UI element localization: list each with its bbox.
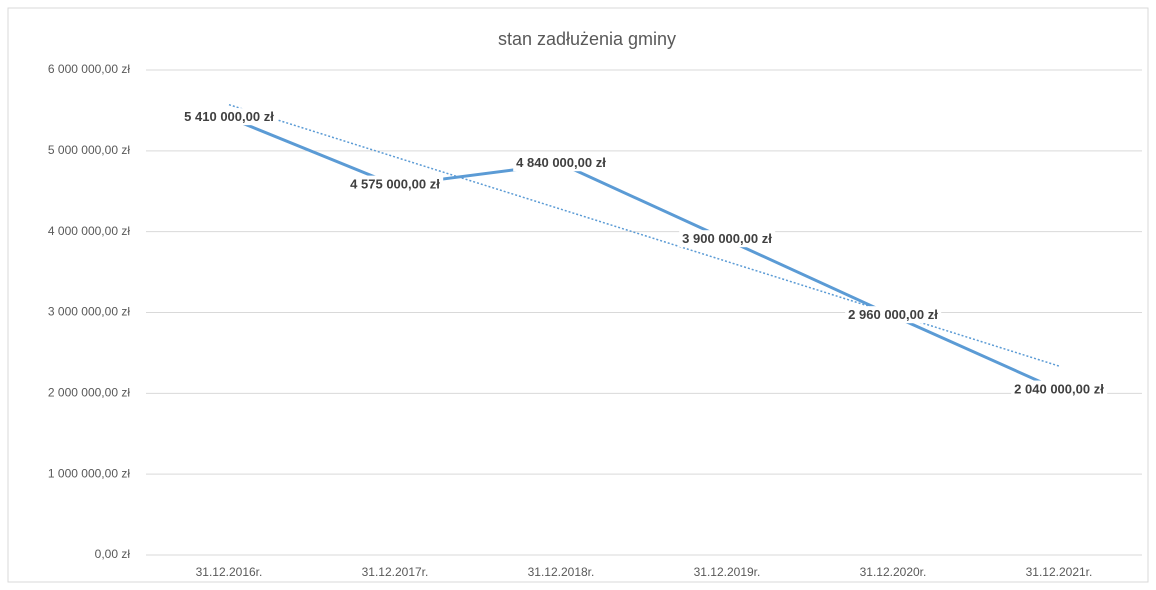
data-label-bg (845, 306, 942, 324)
x-tick-label: 31.12.2020r. (860, 565, 927, 579)
x-tick-label: 31.12.2017r. (362, 565, 429, 579)
data-label: 3 900 000,00 zł (682, 231, 772, 246)
x-tick-label: 31.12.2021r. (1026, 565, 1093, 579)
data-label: 4 575 000,00 zł (350, 177, 440, 192)
data-label-bg (347, 175, 444, 193)
data-label: 4 840 000,00 zł (516, 155, 606, 170)
x-tick-label: 31.12.2016r. (196, 565, 263, 579)
y-tick-label: 0,00 zł (95, 547, 131, 561)
y-tick-label: 1 000 000,00 zł (48, 466, 130, 480)
data-label-bg (1011, 380, 1108, 398)
x-tick-label: 31.12.2018r. (528, 565, 595, 579)
y-tick-label: 6 000 000,00 zł (48, 62, 130, 76)
data-label: 2 040 000,00 zł (1014, 382, 1104, 397)
y-tick-label: 2 000 000,00 zł (48, 386, 130, 400)
y-tick-label: 5 000 000,00 zł (48, 143, 130, 157)
y-tick-label: 3 000 000,00 zł (48, 305, 130, 319)
chart-title: stan zadłużenia gminy (498, 29, 676, 49)
data-label: 2 960 000,00 zł (848, 307, 938, 322)
data-line (228, 116, 1060, 392)
data-label-bg (181, 108, 278, 126)
x-tick-label: 31.12.2019r. (694, 565, 761, 579)
data-label-bg (679, 230, 776, 248)
y-tick-label: 4 000 000,00 zł (48, 224, 130, 238)
data-label: 5 410 000,00 zł (184, 109, 274, 124)
chart-frame (7, 7, 1149, 583)
data-label-bg (513, 154, 610, 172)
